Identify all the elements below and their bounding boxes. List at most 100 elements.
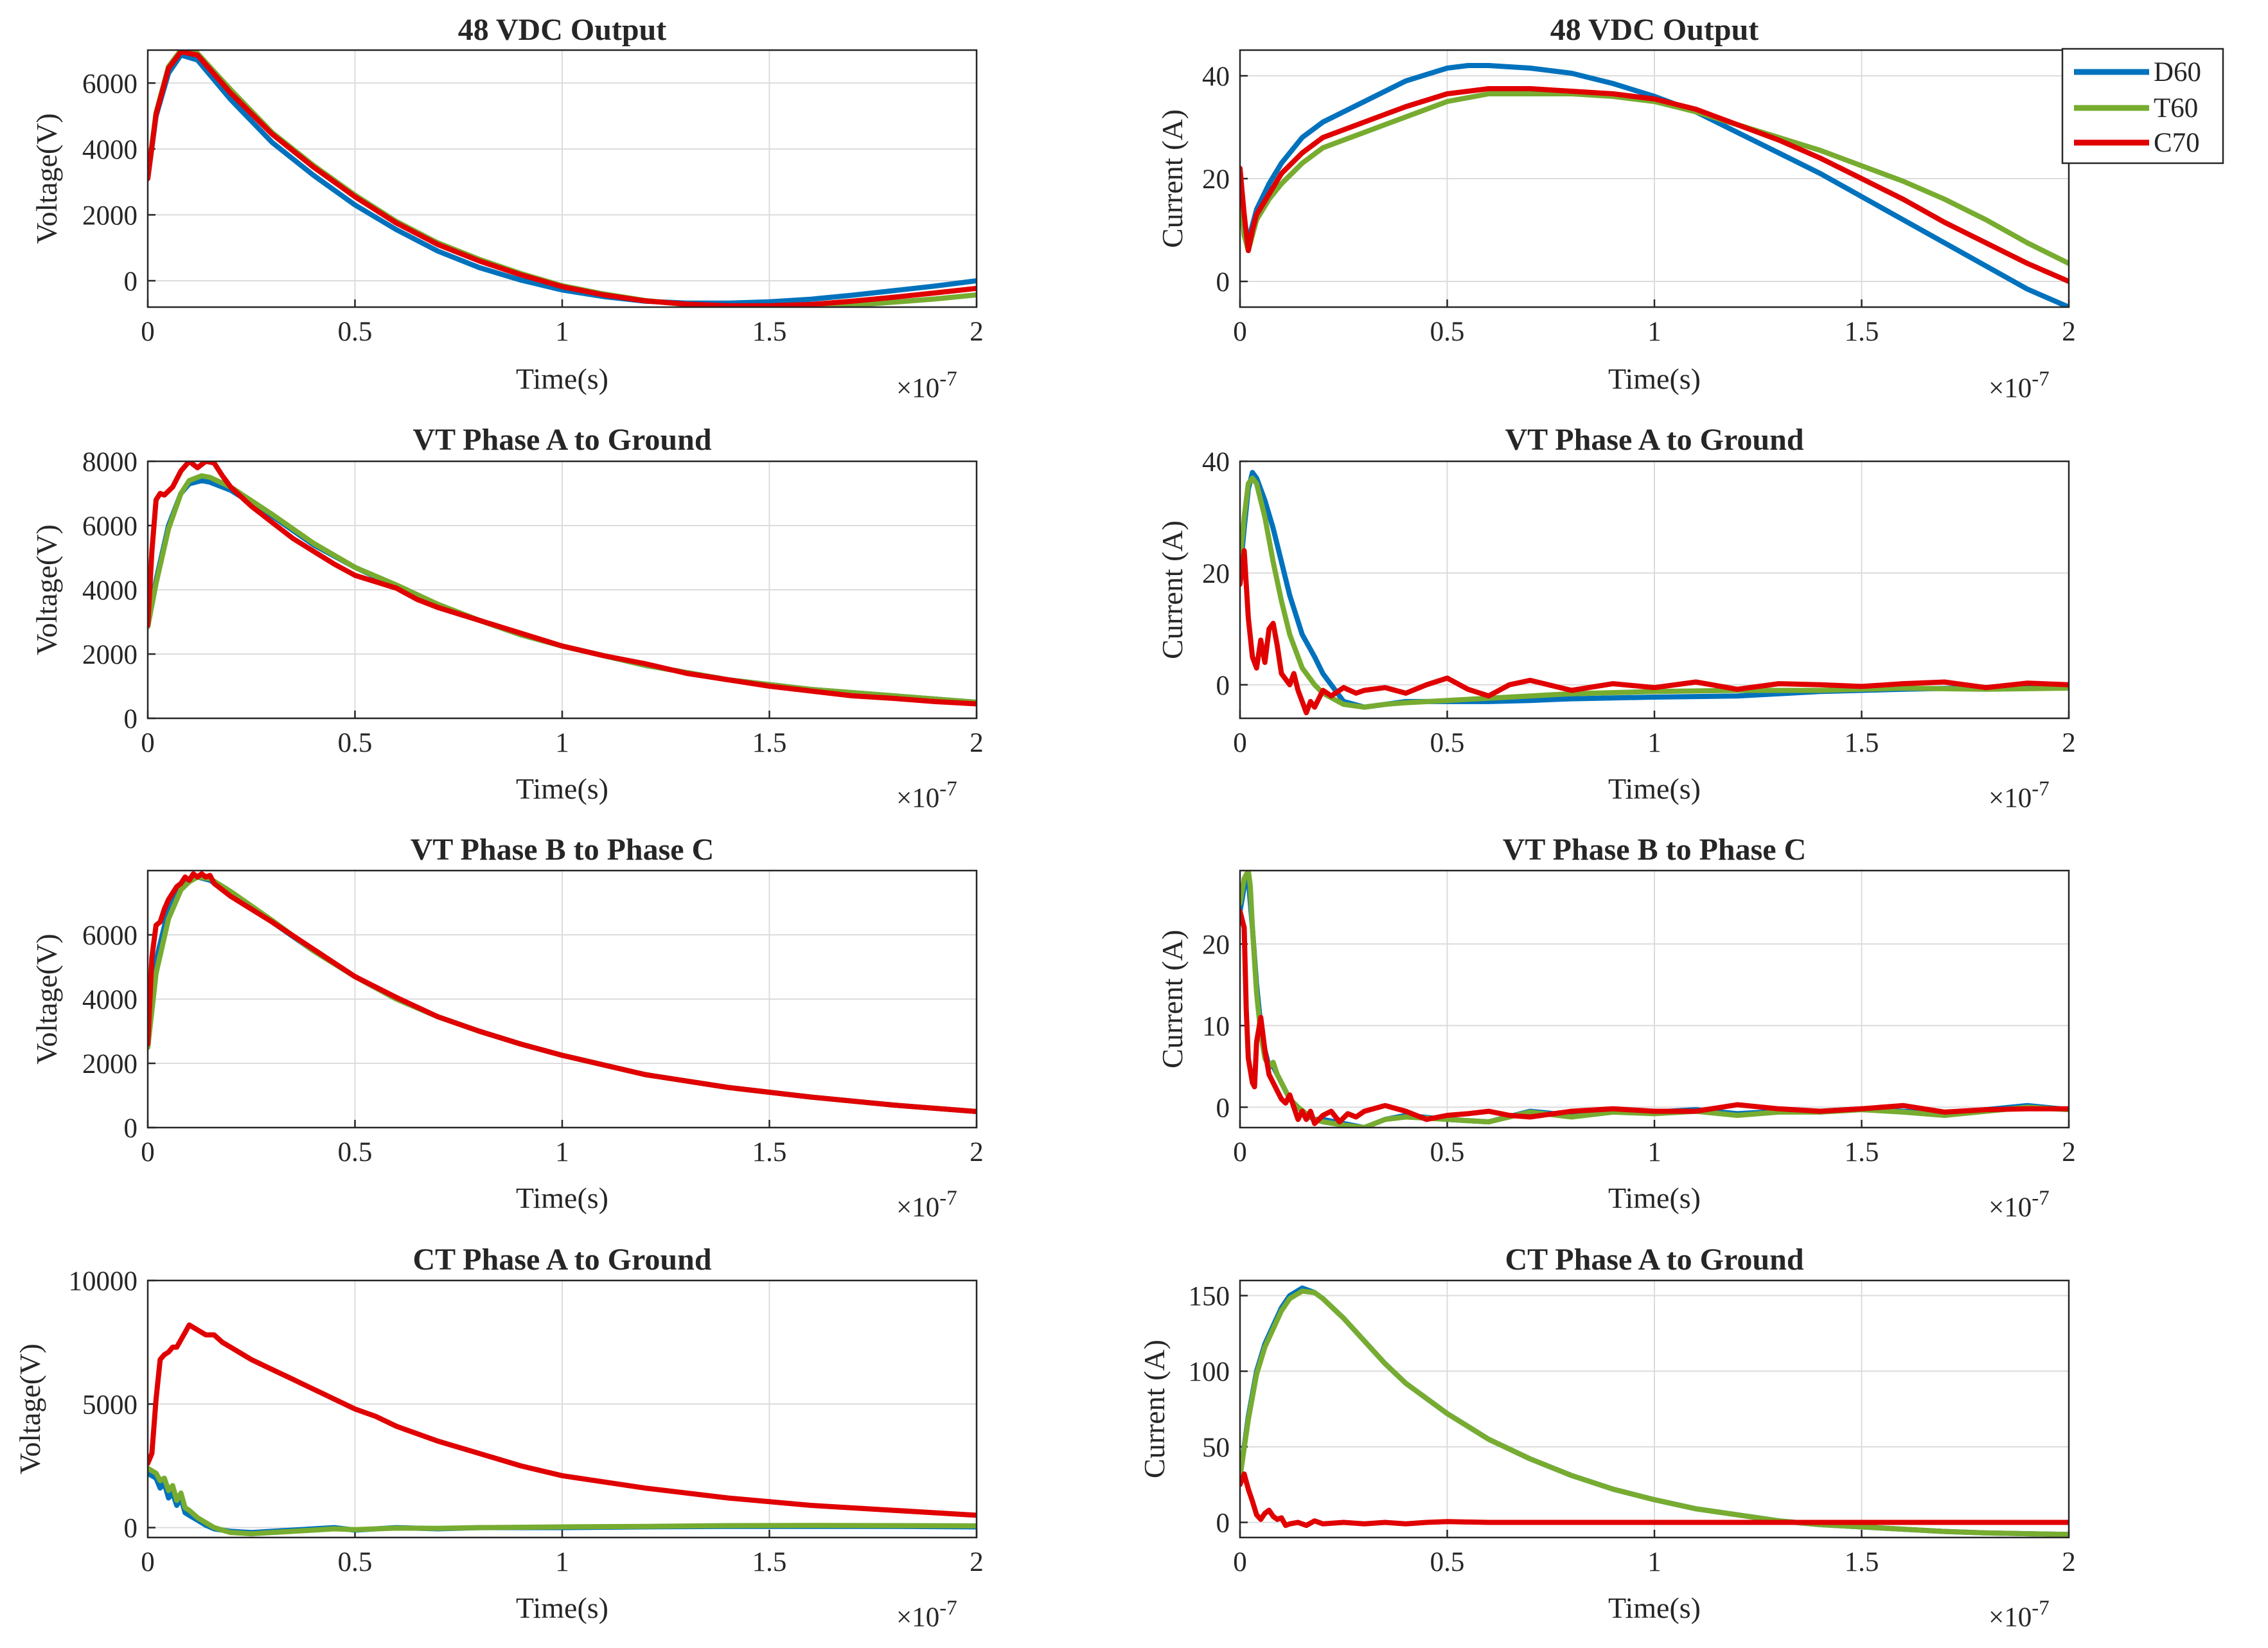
x-tick-label: 2 bbox=[2062, 317, 2076, 347]
y-tick-label: 10 bbox=[1202, 1011, 1230, 1041]
series-line-c70 bbox=[148, 871, 977, 1114]
x-tick-label: 2 bbox=[970, 1547, 984, 1577]
x-tick-label: 2 bbox=[2062, 728, 2076, 758]
y-axis-label: Current (A) bbox=[1156, 109, 1189, 248]
y-tick-label: 0 bbox=[1216, 1093, 1230, 1123]
axes-frame bbox=[146, 869, 978, 1129]
y-tick-label: 20 bbox=[1202, 164, 1230, 195]
panel-ct-a-ground-voltage: 0 0.5 1 1.5 2 0 5000 10000 CT Phase A to Ground… bbox=[13, 1243, 984, 1633]
x-tick-label: 0 bbox=[141, 1547, 155, 1577]
plot-area: 0 0.5 1 1.5 2 0 50 100 150 bbox=[1189, 1279, 2076, 1577]
x-tick-label: 2 bbox=[970, 728, 984, 758]
series-line-t60 bbox=[1240, 1288, 2069, 1537]
panel-48vdc-voltage: 0 0.5 1 1.5 2 0 2000 4000 6000 48 VDC Output Tim… bbox=[30, 13, 984, 403]
y-tick-label: 6000 bbox=[82, 69, 137, 99]
x-tick-label: 0.5 bbox=[1430, 317, 1465, 347]
x-tick-label: 0 bbox=[1233, 1137, 1247, 1167]
x-tick-label: 0 bbox=[141, 317, 155, 347]
series-line-c70 bbox=[1240, 548, 2069, 716]
x-tick-label: 0.5 bbox=[338, 317, 373, 347]
x-tick-label: 1.5 bbox=[752, 728, 787, 758]
y-tick-label: 2000 bbox=[82, 640, 137, 670]
x-axis-label: Time(s) bbox=[1608, 1591, 1701, 1624]
x-tick-label: 1 bbox=[555, 728, 569, 758]
y-tick-label: 0 bbox=[124, 1514, 138, 1544]
y-tick-label: 0 bbox=[124, 1113, 138, 1144]
plot-title: VT Phase B to Phase C bbox=[411, 833, 714, 867]
axes-frame bbox=[146, 1279, 978, 1539]
x-axis-label: Time(s) bbox=[516, 1591, 608, 1624]
y-tick-label: 6000 bbox=[82, 511, 137, 542]
x-tick-label: 0.5 bbox=[1430, 1547, 1465, 1577]
plot-area: 0 0.5 1 1.5 2 0 2000 4000 6000 bbox=[82, 869, 984, 1167]
x-tick-label: 1.5 bbox=[1845, 1137, 1879, 1167]
x-tick-label: 0 bbox=[1233, 317, 1247, 347]
series-line-c70 bbox=[1240, 1471, 2069, 1528]
y-tick-label: 20 bbox=[1202, 930, 1230, 960]
x-axis-label: Time(s) bbox=[516, 362, 608, 395]
legend-label-t60: T60 bbox=[2154, 93, 2198, 123]
x-tick-label: 1 bbox=[1647, 1547, 1661, 1577]
plot-title: VT Phase A to Ground bbox=[1505, 423, 1803, 457]
x-tick-label: 1.5 bbox=[1845, 728, 1879, 758]
y-tick-label: 40 bbox=[1202, 62, 1230, 92]
series-line-t60 bbox=[148, 1466, 977, 1537]
axes-frame bbox=[146, 49, 978, 308]
series-line-t60 bbox=[1240, 91, 2069, 266]
axes-frame bbox=[1239, 869, 2070, 1129]
axes-frame bbox=[1239, 460, 2070, 720]
x-exponent-label: ×10-7 bbox=[1989, 1187, 2050, 1223]
y-tick-label: 0 bbox=[1216, 671, 1230, 701]
series-line-c70 bbox=[148, 50, 977, 307]
plot-title: 48 VDC Output bbox=[458, 13, 667, 47]
x-axis-label: Time(s) bbox=[516, 772, 608, 805]
series-line-d60 bbox=[148, 52, 977, 306]
y-tick-label: 150 bbox=[1189, 1282, 1230, 1312]
x-tick-label: 1.5 bbox=[752, 317, 787, 347]
axes-frame bbox=[146, 460, 978, 720]
x-tick-label: 2 bbox=[970, 1137, 984, 1167]
x-tick-label: 1.5 bbox=[752, 1137, 787, 1167]
x-tick-label: 2 bbox=[970, 317, 984, 347]
x-tick-label: 0 bbox=[141, 1137, 155, 1167]
y-tick-label: 2000 bbox=[82, 200, 137, 231]
plot-area: 0 0.5 1 1.5 2 0 2000 4000 6000 bbox=[82, 49, 984, 347]
x-axis-label: Time(s) bbox=[516, 1182, 608, 1214]
y-tick-label: 6000 bbox=[82, 921, 137, 951]
legend-label-d60: D60 bbox=[2154, 57, 2201, 87]
y-tick-label: 8000 bbox=[82, 447, 137, 477]
y-axis-label: Voltage(V) bbox=[13, 1343, 46, 1475]
y-axis-label: Current (A) bbox=[1138, 1340, 1171, 1478]
x-exponent-label: ×10-7 bbox=[1989, 1597, 2050, 1633]
x-tick-label: 1 bbox=[555, 317, 569, 347]
y-axis-label: Voltage(V) bbox=[30, 934, 63, 1065]
x-tick-label: 2 bbox=[2062, 1547, 2076, 1577]
y-tick-label: 0 bbox=[124, 704, 138, 734]
x-tick-label: 1 bbox=[1647, 317, 1661, 347]
y-tick-label: 40 bbox=[1202, 447, 1230, 477]
y-tick-label: 50 bbox=[1202, 1433, 1230, 1463]
x-axis-label: Time(s) bbox=[1608, 1182, 1701, 1214]
x-tick-label: 0.5 bbox=[1430, 728, 1465, 758]
legend: D60 T60 C70 bbox=[2061, 48, 2224, 164]
y-tick-label: 100 bbox=[1189, 1357, 1230, 1387]
panel-vt-a-ground-voltage: 0 0.5 1 1.5 2 0 2000 4000 6000 8000 VT Phase A to… bbox=[30, 423, 984, 813]
y-axis-label: Voltage(V) bbox=[30, 113, 63, 244]
series-line-c70 bbox=[148, 461, 977, 707]
plot-title: 48 VDC Output bbox=[1550, 13, 1759, 47]
x-tick-label: 0 bbox=[141, 728, 155, 758]
x-axis-label: Time(s) bbox=[1608, 362, 1701, 395]
axes-frame bbox=[1239, 1279, 2070, 1539]
x-tick-label: 0 bbox=[1233, 1547, 1247, 1577]
y-tick-label: 0 bbox=[1216, 1508, 1230, 1538]
y-tick-label: 10000 bbox=[69, 1266, 138, 1297]
x-tick-label: 1 bbox=[555, 1547, 569, 1577]
y-tick-label: 20 bbox=[1202, 559, 1230, 589]
